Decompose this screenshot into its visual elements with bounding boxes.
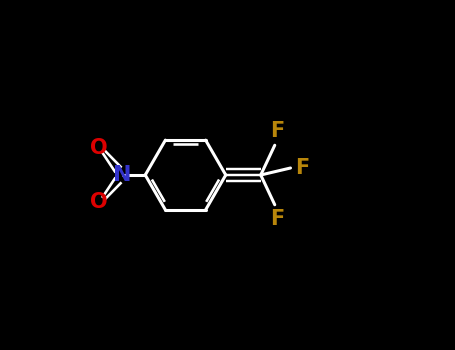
Text: O: O — [90, 138, 107, 159]
Text: F: F — [295, 158, 309, 178]
Text: F: F — [270, 121, 284, 141]
Text: N: N — [113, 165, 132, 185]
Text: O: O — [90, 191, 107, 212]
Text: F: F — [270, 209, 284, 229]
